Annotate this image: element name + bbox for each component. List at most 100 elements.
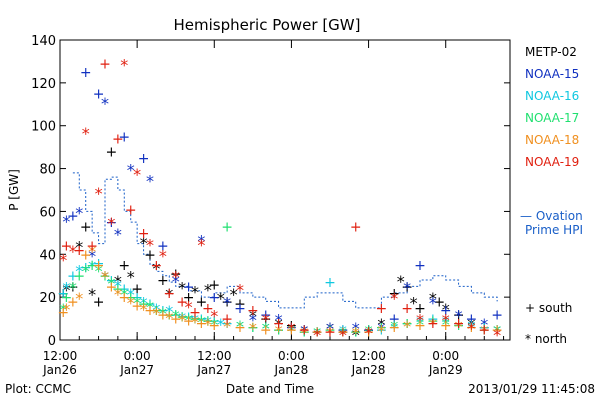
point-noaa-19: + [247, 303, 259, 319]
point-noaa-15: + [440, 303, 452, 319]
point-metp-02: + [388, 286, 400, 302]
point-metp-02: + [106, 144, 118, 160]
point-noaa-15: + [234, 301, 246, 317]
point-noaa-17: + [324, 322, 336, 338]
legend-entry-metp02: METP-02 [525, 45, 577, 59]
point-noaa-18: * [249, 319, 257, 338]
y-axis-label: P [GW] [7, 169, 21, 211]
footer-right: 2013/01/29 11:45:08 [468, 382, 595, 396]
point-noaa-19: + [478, 322, 490, 338]
legend-ovation-line2: Prime HPI [525, 223, 583, 237]
plot-frame [59, 39, 511, 341]
point-noaa-18: + [170, 312, 182, 328]
point-metp-02: * [352, 326, 360, 345]
point-metp-02: + [196, 294, 208, 310]
point-noaa-17: + [151, 303, 163, 319]
x-tick-label-date: Jan27 [119, 363, 154, 377]
point-noaa-16: * [127, 285, 135, 304]
point-metp-02: * [467, 315, 475, 334]
point-noaa-16: + [401, 316, 413, 332]
point-noaa-15: * [326, 319, 334, 338]
point-noaa-17: + [125, 290, 137, 306]
point-metp-02: + [337, 324, 349, 340]
point-metp-02: * [178, 278, 186, 297]
legend-ovation-line1: — Ovation [520, 209, 583, 223]
x-tick-label-time: 0:00 [278, 349, 305, 363]
point-noaa-19: * [82, 124, 90, 143]
point-noaa-17: * [120, 285, 128, 304]
point-noaa-18: + [260, 322, 272, 338]
point-noaa-17: * [467, 319, 475, 338]
point-metp-02: * [75, 238, 83, 257]
footer-left: Plot: CCMC [5, 382, 71, 396]
point-metp-02: + [80, 219, 92, 235]
point-noaa-17: * [287, 321, 295, 340]
point-noaa-16: * [152, 300, 160, 319]
point-metp-02: + [170, 267, 182, 283]
point-metp-02: * [397, 272, 405, 291]
point-noaa-18: + [183, 314, 195, 330]
point-noaa-17: * [146, 298, 154, 317]
point-noaa-19: * [416, 311, 424, 330]
point-noaa-16: + [118, 282, 130, 298]
point-noaa-18: * [127, 293, 135, 312]
point-noaa-17: * [493, 321, 501, 340]
point-metp-02: + [260, 312, 272, 328]
point-metp-02: * [88, 285, 96, 304]
point-noaa-18: * [204, 315, 212, 334]
point-noaa-17: * [390, 317, 398, 336]
point-metp-02: * [230, 285, 238, 304]
x-axis-ticks: 12:00Jan260:00Jan2712:00Jan270:00Jan2812… [42, 40, 505, 377]
y-tick-label: 100 [31, 120, 56, 135]
point-noaa-16: * [262, 319, 270, 338]
point-metp-02: + [478, 320, 490, 336]
point-noaa-17: * [442, 315, 450, 334]
point-noaa-15: + [208, 290, 220, 306]
point-noaa-17: + [202, 314, 214, 330]
legend-entry-noaa17: NOAA-17 [525, 111, 579, 125]
point-noaa-15: * [197, 231, 205, 250]
point-noaa-19: + [401, 301, 413, 317]
point-noaa-16: + [298, 324, 310, 340]
point-noaa-18: + [440, 318, 452, 334]
point-noaa-18: + [311, 324, 323, 340]
point-metp-02: + [208, 277, 220, 293]
point-noaa-17: + [86, 258, 98, 274]
point-noaa-18: + [157, 307, 169, 323]
point-noaa-18: * [455, 317, 463, 336]
point-noaa-17: + [247, 320, 259, 336]
point-noaa-18: * [275, 321, 283, 340]
point-noaa-18: * [178, 311, 186, 330]
point-noaa-17: * [313, 323, 321, 342]
point-noaa-17: + [273, 322, 285, 338]
point-noaa-15: * [146, 171, 154, 190]
point-noaa-18: + [93, 258, 105, 274]
point-noaa-15: + [388, 312, 400, 328]
point-noaa-16: * [204, 313, 212, 332]
point-noaa-16: + [273, 322, 285, 338]
point-noaa-15: + [80, 65, 92, 81]
x-tick-label-time: 0:00 [124, 349, 151, 363]
y-tick-label: 80 [39, 163, 56, 178]
point-metp-02: + [131, 282, 143, 298]
point-metp-02: + [433, 294, 445, 310]
point-noaa-19: * [390, 289, 398, 308]
x-tick-label-date: Jan28 [274, 363, 309, 377]
point-noaa-15: + [157, 239, 169, 255]
point-noaa-19: + [202, 301, 214, 317]
point-noaa-19: + [138, 226, 150, 242]
point-noaa-19: * [133, 165, 141, 184]
point-noaa-19: * [467, 319, 475, 338]
point-noaa-16: * [442, 313, 450, 332]
legend-entry-noaa16: NOAA-16 [525, 89, 579, 103]
point-noaa-19: + [112, 132, 124, 148]
point-metp-02: * [217, 289, 225, 308]
point-noaa-15: + [491, 307, 503, 323]
point-metp-02: + [157, 273, 169, 289]
point-noaa-18: * [62, 300, 70, 319]
x-tick-label-time: 12:00 [351, 349, 386, 363]
point-noaa-16: + [67, 269, 79, 285]
point-noaa-18: + [80, 247, 92, 263]
point-noaa-16: + [247, 320, 259, 336]
point-metp-02: + [221, 294, 233, 310]
